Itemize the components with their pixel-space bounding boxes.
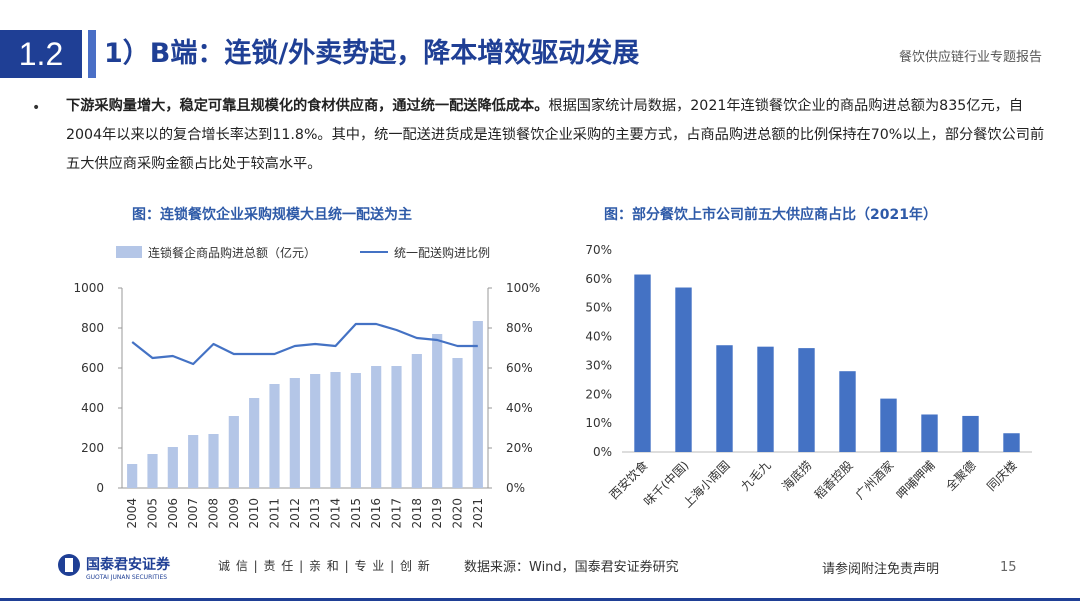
x-tick-label: 2018 xyxy=(410,498,424,529)
bar xyxy=(188,435,199,488)
bullet-dot: • xyxy=(32,100,41,116)
x-tick-label: 2015 xyxy=(349,498,363,529)
x-tick-label: 呷哺呷哺 xyxy=(894,458,938,502)
bar xyxy=(147,454,158,488)
x-tick-label: 同庆楼 xyxy=(984,458,1020,494)
x-tick-label: 九毛九 xyxy=(738,458,773,493)
x-tick-label: 全聚德 xyxy=(943,458,979,494)
bar xyxy=(716,345,733,452)
chart2-title: 图：部分餐饮上市公司前五大供应商占比（2021年） xyxy=(604,207,937,223)
x-tick-label: 2004 xyxy=(125,498,139,529)
bar xyxy=(472,321,483,488)
x-tick-label: 2014 xyxy=(329,498,343,529)
x-tick-label: 2007 xyxy=(186,498,200,529)
x-tick-label: 2016 xyxy=(369,498,383,529)
left-tick-label: 600 xyxy=(81,361,104,375)
left-tick-label: 400 xyxy=(81,401,104,415)
bar xyxy=(757,346,774,452)
bar xyxy=(167,447,178,488)
right-tick-label: 80% xyxy=(506,321,533,335)
y-tick-label: 60% xyxy=(585,272,612,286)
bar xyxy=(962,415,979,452)
x-tick-label: 广州酒家 xyxy=(852,458,897,503)
right-tick-label: 0% xyxy=(506,481,525,495)
left-tick-label: 0 xyxy=(96,481,104,495)
bar xyxy=(798,348,815,452)
bar xyxy=(411,354,422,488)
x-tick-label: 2020 xyxy=(451,498,465,529)
title-accent-bar xyxy=(88,30,96,78)
left-tick-label: 800 xyxy=(81,321,104,335)
x-tick-label: 2019 xyxy=(430,498,444,529)
x-tick-label: 2006 xyxy=(166,498,180,529)
summary-bold: 下游采购量增大，稳定可靠且规模化的食材供应商，通过统一配送降低成本。 xyxy=(66,98,549,114)
x-tick-label: 2017 xyxy=(390,498,404,529)
y-tick-label: 70% xyxy=(585,243,612,257)
disclaimer-link[interactable]: 请参阅附注免责声明 xyxy=(822,562,940,577)
y-tick-label: 20% xyxy=(585,387,612,401)
bar xyxy=(289,378,300,488)
svg-text:GUOTAI JUNAN SECURITIES: GUOTAI JUNAN SECURITIES xyxy=(86,574,167,581)
right-tick-label: 100% xyxy=(506,281,540,295)
bar xyxy=(634,274,651,452)
bar xyxy=(839,371,856,452)
summary-text: 根据国家统计局数据，2021年连锁餐饮企业的商品购进总额为835亿元，自2004… xyxy=(66,98,1045,172)
bar xyxy=(452,358,463,488)
bar xyxy=(269,384,280,488)
bar xyxy=(921,414,938,452)
bar xyxy=(371,366,382,488)
chart-procurement: 连锁餐企商品购进总额（亿元） 统一配送购进比例 0 200 400 600 800 1000 0… xyxy=(73,245,540,529)
y-tick-label: 0% xyxy=(593,445,612,459)
page-title: 1）B端：连锁/外卖势起，降本增效驱动发展 xyxy=(104,38,640,69)
legend-bar-swatch xyxy=(116,246,142,258)
x-tick-label: 稻香控股 xyxy=(812,458,856,502)
x-tick-label: 2011 xyxy=(268,498,282,529)
x-tick-label: 2010 xyxy=(247,498,261,529)
x-tick-label: 2009 xyxy=(227,498,241,529)
bar xyxy=(880,398,897,452)
legend-bar-label: 连锁餐企商品购进总额（亿元） xyxy=(148,245,316,260)
y-tick-label: 50% xyxy=(585,301,612,315)
data-source: 数据来源：Wind，国泰君安证券研究 xyxy=(464,560,679,575)
left-tick-label: 1000 xyxy=(73,281,104,295)
x-tick-label: 2021 xyxy=(471,498,485,529)
company-slogan: 诚 信 | 责 任 | 亲 和 | 专 业 | 创 新 xyxy=(218,559,431,573)
series-line xyxy=(131,322,478,366)
page-number: 15 xyxy=(1000,560,1017,575)
x-tick-label: 海底捞 xyxy=(779,458,815,494)
footer-divider xyxy=(0,598,1080,601)
left-tick-label: 200 xyxy=(81,441,104,455)
x-tick-label: 2012 xyxy=(288,498,302,529)
bar xyxy=(432,334,443,488)
company-logo: 国泰君安证券 GUOTAI JUNAN SECURITIES xyxy=(58,554,171,581)
legend-line-label: 统一配送购进比例 xyxy=(394,245,490,260)
bar xyxy=(249,398,260,488)
y-tick-label: 40% xyxy=(585,330,612,344)
bar xyxy=(127,464,138,488)
x-tick-label: 2005 xyxy=(146,498,160,529)
svg-text:国泰君安证券: 国泰君安证券 xyxy=(86,556,171,573)
section-number: 1.2 xyxy=(0,30,82,78)
right-tick-label: 40% xyxy=(506,401,533,415)
summary-paragraph: 下游采购量增大，稳定可靠且规模化的食材供应商，通过统一配送降低成本。根据国家统计… xyxy=(66,92,1046,179)
bar xyxy=(228,416,239,488)
bar xyxy=(350,373,361,488)
x-tick-label: 2013 xyxy=(308,498,322,529)
chart1-title: 图：连锁餐饮企业采购规模大且统一配送为主 xyxy=(132,207,412,223)
right-tick-label: 60% xyxy=(506,361,533,375)
bar xyxy=(310,374,321,488)
report-topic: 餐饮供应链行业专题报告 xyxy=(898,50,1042,65)
bar xyxy=(391,366,402,488)
x-tick-label: 2008 xyxy=(207,498,221,529)
bar xyxy=(675,287,692,452)
bar xyxy=(330,372,341,488)
right-tick-label: 20% xyxy=(506,441,533,455)
bar xyxy=(1003,433,1020,452)
y-tick-label: 30% xyxy=(585,358,612,372)
y-tick-label: 10% xyxy=(585,416,612,430)
bar xyxy=(208,434,219,488)
